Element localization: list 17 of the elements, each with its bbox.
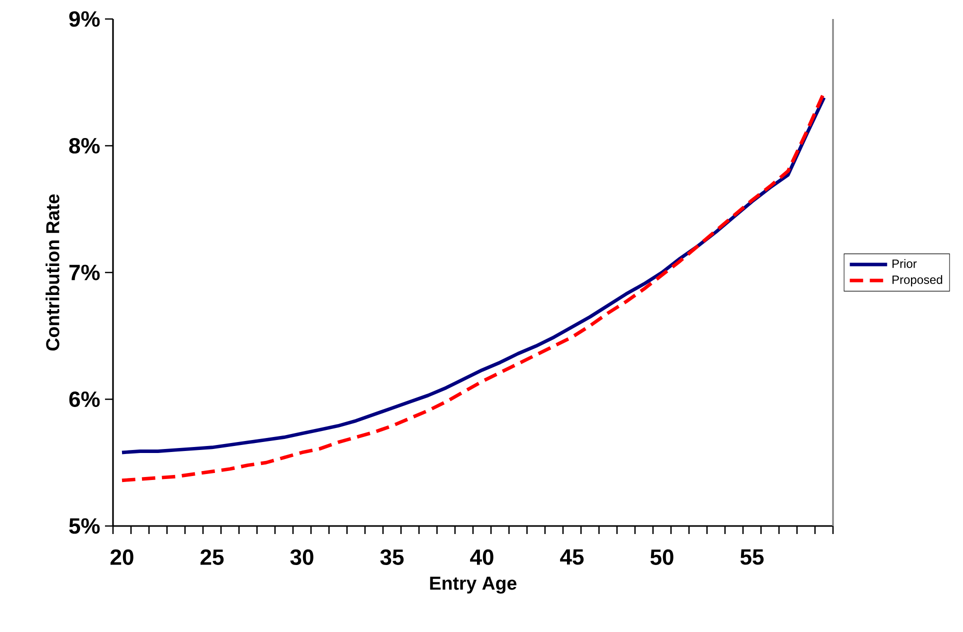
- x-axis-title: Entry Age: [430, 576, 516, 594]
- x-tick-label: 25: [200, 549, 224, 565]
- y-axis-title: Contribution Rate: [46, 194, 60, 351]
- x-tick-label: 50: [650, 549, 674, 565]
- y-tick-label: 5%: [69, 518, 100, 534]
- legend-label: Prior: [892, 259, 917, 268]
- x-tick-label: 45: [560, 549, 584, 565]
- x-tick-label: 20: [110, 549, 134, 565]
- x-tick-label: 35: [380, 549, 404, 565]
- x-tick-label: 30: [290, 549, 314, 565]
- y-tick-label: 7%: [69, 264, 100, 280]
- x-tick-label: 55: [740, 549, 764, 565]
- x-tick-label: 40: [470, 549, 494, 565]
- y-tick-label: 6%: [69, 391, 100, 408]
- y-tick-label: 8%: [69, 138, 100, 154]
- y-tick-label: 9%: [69, 11, 100, 27]
- legend-label: Proposed: [892, 275, 942, 286]
